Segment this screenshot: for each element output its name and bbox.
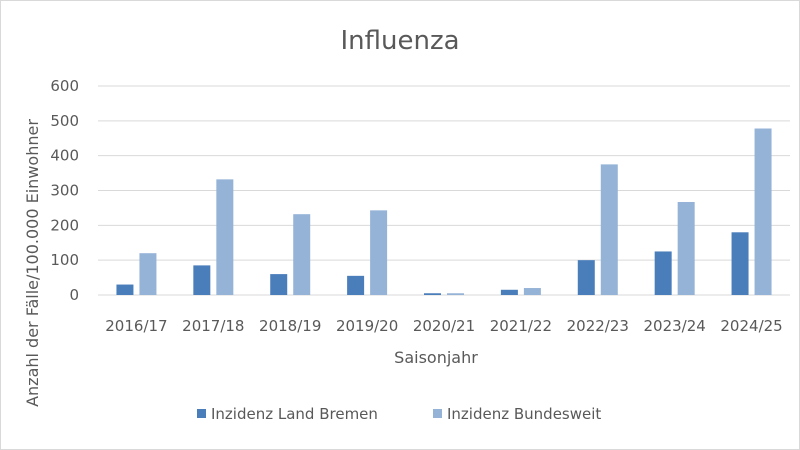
x-tick-label: 2019/20 — [336, 317, 398, 335]
y-axis-title: Anzahl der Fälle/100.000 Einwohner — [23, 119, 42, 407]
x-axis-ticks: 2016/17 2017/18 2018/19 2019/20 2020/21 2021/… — [105, 317, 782, 335]
bar-bundesweit — [447, 293, 464, 295]
chart-title: Influenza — [340, 26, 459, 56]
bar-bremen — [270, 274, 288, 295]
y-tick-label: 500 — [50, 112, 79, 130]
x-tick-label: 2024/25 — [720, 317, 782, 335]
bar-bremen — [424, 293, 441, 295]
bar-bundesweit — [677, 201, 695, 295]
bar-bundesweit — [216, 179, 234, 295]
bar-bremen — [500, 289, 518, 295]
bar-bundesweit — [293, 214, 311, 295]
x-tick-label: 2022/23 — [567, 317, 629, 335]
bar-bremen — [731, 232, 749, 295]
bar-bremen — [116, 284, 134, 295]
legend-label: Inzidenz Bundesweit — [447, 405, 601, 423]
bar-bremen — [654, 251, 672, 295]
x-tick-label: 2018/19 — [259, 317, 321, 335]
x-tick-label: 2017/18 — [182, 317, 244, 335]
y-tick-label: 0 — [69, 286, 79, 304]
y-tick-label: 400 — [50, 147, 79, 165]
legend: Inzidenz Land Bremen Inzidenz Bundesweit — [197, 405, 601, 423]
legend-label: Inzidenz Land Bremen — [211, 405, 378, 423]
bar-bundesweit — [754, 128, 772, 295]
legend-swatch — [197, 409, 206, 418]
gridlines — [98, 85, 790, 296]
bar-bundesweit — [523, 288, 541, 295]
bar-bremen — [193, 265, 211, 295]
bar-bundesweit — [370, 210, 388, 295]
bar-bundesweit — [600, 164, 618, 295]
y-tick-label: 600 — [50, 77, 79, 95]
bar-bremen — [577, 260, 595, 295]
legend-swatch — [433, 409, 442, 418]
y-tick-label: 200 — [50, 216, 79, 234]
y-axis-ticks: 0 100 200 300 400 500 600 — [50, 77, 79, 304]
x-tick-label: 2020/21 — [413, 317, 475, 335]
x-axis-title: Saisonjahr — [394, 348, 478, 367]
x-tick-label: 2016/17 — [105, 317, 167, 335]
y-tick-label: 300 — [50, 182, 79, 200]
bars — [116, 128, 772, 295]
x-tick-label: 2023/24 — [644, 317, 706, 335]
bar-bundesweit — [139, 253, 157, 295]
x-tick-label: 2021/22 — [490, 317, 552, 335]
bar-bremen — [347, 275, 365, 295]
y-tick-label: 100 — [50, 251, 79, 269]
